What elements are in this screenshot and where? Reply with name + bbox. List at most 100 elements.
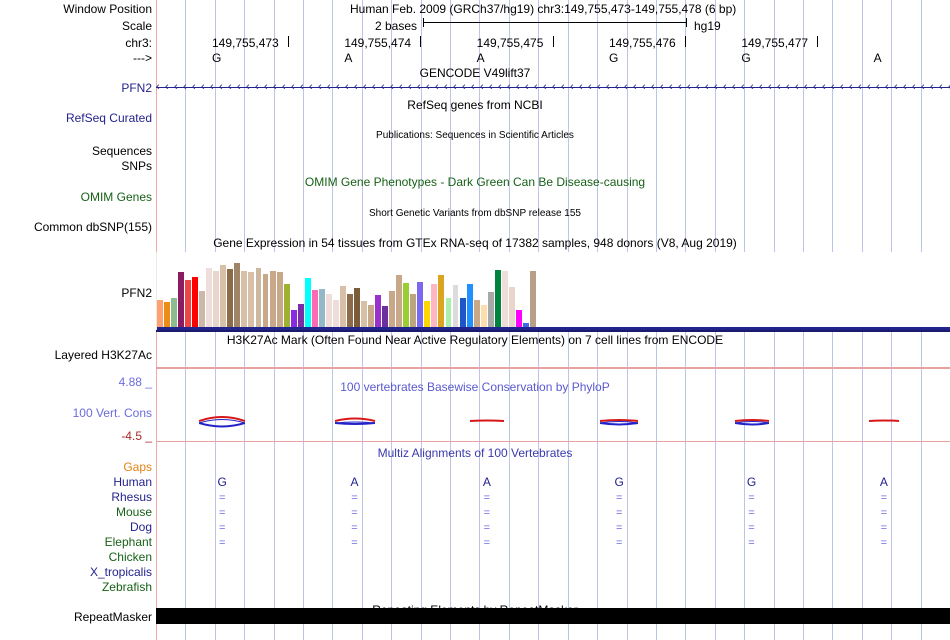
gtex-tissue-bar[interactable] [515, 310, 522, 327]
gtex-tissue-bar[interactable] [438, 275, 445, 327]
gtex-tissue-bar[interactable] [403, 282, 410, 327]
gtex-tissue-bar[interactable] [325, 294, 332, 327]
gtex-tissue-bar[interactable] [185, 280, 192, 327]
gtex-tissue-bar[interactable] [389, 290, 396, 327]
sidebar-item-rhesus[interactable]: Rhesus [111, 490, 152, 504]
gtex-expression-barchart[interactable] [156, 252, 950, 330]
track-title-multiz[interactable]: Multiz Alignments of 100 Vertebrates [377, 446, 573, 460]
track-title-phylop[interactable]: 100 vertebrates Basewise Conservation by… [340, 380, 610, 394]
gtex-tissue-bar[interactable] [368, 304, 375, 327]
sidebar-item-chicken[interactable]: Chicken [108, 550, 152, 564]
sidebar-item-snps[interactable]: SNPs [121, 159, 152, 173]
gtex-tissue-bar[interactable] [501, 271, 508, 327]
sidebar-item-common-dbsnp[interactable]: Common dbSNP(155) [33, 220, 152, 234]
layered-h3k27ac-track[interactable] [156, 330, 950, 368]
gtex-tissue-bar[interactable] [529, 271, 536, 327]
phylop-conservation-track[interactable] [156, 368, 950, 442]
repeatmasker-block[interactable] [156, 608, 950, 624]
ruler-position-label: 149,755,475 [476, 36, 544, 50]
sidebar-item-zebrafish[interactable]: Zebrafish [101, 580, 152, 594]
sidebar-item-vert-cons[interactable]: 100 Vert. Cons [72, 406, 152, 420]
gtex-tissue-bar[interactable] [354, 287, 360, 327]
gtex-tissue-bar[interactable] [452, 285, 459, 327]
gtex-tissue-bar[interactable] [206, 267, 213, 327]
gtex-tissue-bar[interactable] [361, 301, 367, 327]
conservation-score-mark[interactable] [334, 412, 375, 432]
gtex-tissue-bar[interactable] [375, 294, 382, 327]
track-title-h3k27ac[interactable]: H3K27Ac Mark (Often Found Near Active Re… [226, 333, 724, 347]
gtex-tissue-bar[interactable] [213, 271, 220, 327]
gtex-tissue-bar[interactable] [164, 301, 170, 327]
track-title-omim[interactable]: OMIM Gene Phenotypes - Dark Green Can Be… [304, 175, 646, 189]
gtex-tissue-bar[interactable] [227, 268, 234, 327]
conservation-score-mark[interactable] [600, 412, 639, 432]
gtex-tissue-bar[interactable] [311, 289, 318, 327]
gtex-tissue-bar[interactable] [431, 283, 438, 327]
gtex-tissue-bar[interactable] [290, 309, 297, 327]
strand-arrow-icon: ‹ [552, 82, 556, 93]
gtex-tissue-bar[interactable] [297, 303, 304, 327]
gtex-tissue-bar[interactable] [157, 300, 163, 327]
track-title-gencode[interactable]: GENCODE V49lift37 [419, 66, 531, 80]
gtex-tissue-bar[interactable] [304, 278, 311, 327]
gtex-tissue-bar[interactable] [283, 283, 290, 327]
gtex-tissue-bar[interactable] [192, 276, 199, 327]
conservation-score-mark[interactable] [868, 412, 899, 432]
gtex-tissue-bar[interactable] [424, 301, 431, 327]
gtex-tissue-bar[interactable] [522, 322, 529, 327]
gencode-transcript-line[interactable]: ‹ ‹ ‹ ‹ ‹ ‹ ‹ ‹ ‹ ‹ ‹ ‹ ‹ ‹ ‹ ‹ ‹ ‹ ‹ ‹ ‹ ‹ ‹ ‹ ‹ ‹ ‹ ‹ ‹ ‹ ‹ ‹ ‹ ‹ ‹ ‹ ‹ ‹ ‹ ‹… [156, 82, 950, 93]
sidebar-item-elephant[interactable]: Elephant [104, 535, 152, 549]
conservation-score-mark[interactable] [198, 412, 246, 432]
gtex-tissue-bar[interactable] [220, 265, 227, 327]
gtex-tissue-bar[interactable] [417, 281, 424, 327]
multiz-aligned-match: = [880, 507, 888, 519]
gtex-tissue-bar[interactable] [494, 270, 501, 327]
sidebar-item-refseq-curated[interactable]: RefSeq Curated [65, 111, 152, 125]
sidebar-item-omim-genes[interactable]: OMIM Genes [80, 190, 152, 204]
sidebar-item-sequences[interactable]: Sequences [91, 144, 152, 158]
conservation-score-mark[interactable] [469, 412, 504, 432]
gtex-tissue-bar[interactable] [171, 298, 177, 327]
sidebar-item-human[interactable]: Human [113, 475, 152, 489]
gtex-tissue-bar[interactable] [466, 283, 473, 327]
track-title-dbsnp[interactable]: Short Genetic Variants from dbSNP releas… [369, 208, 581, 219]
strand-arrow-icon: ‹ [876, 82, 880, 93]
gtex-tissue-bar[interactable] [255, 267, 262, 327]
sidebar-item-dog[interactable]: Dog [129, 520, 152, 534]
gtex-tissue-bar[interactable] [178, 272, 185, 327]
sidebar-item-repeatmasker[interactable]: RepeatMasker [73, 610, 152, 624]
sidebar-item-x-tropicalis[interactable]: X_tropicalis [89, 565, 152, 579]
gtex-tissue-bar[interactable] [347, 294, 353, 327]
gtex-tissue-bar[interactable] [262, 273, 269, 327]
conservation-score-mark[interactable] [734, 412, 769, 432]
sidebar-item-gtex-pfn2[interactable]: PFN2 [121, 286, 152, 300]
sidebar-item-layered-h3k27ac[interactable]: Layered H3K27Ac [54, 348, 152, 362]
gtex-tissue-bar[interactable] [480, 304, 487, 327]
strand-arrow-icon: ‹ [372, 82, 376, 93]
gtex-tissue-bar[interactable] [332, 300, 339, 327]
sidebar-item-gencode[interactable]: PFN2 [121, 81, 152, 95]
gtex-tissue-bar[interactable] [234, 262, 241, 327]
gtex-tissue-bar[interactable] [241, 271, 248, 327]
gtex-tissue-bar[interactable] [396, 274, 403, 327]
gtex-tissue-bar[interactable] [248, 272, 255, 327]
gtex-tissue-bar[interactable] [508, 287, 515, 327]
gtex-tissue-bar[interactable] [318, 288, 325, 327]
gtex-tissue-bar[interactable] [199, 290, 206, 327]
gtex-tissue-bar[interactable] [445, 297, 452, 327]
gtex-tissue-bar[interactable] [339, 286, 346, 327]
sidebar-item-mouse[interactable]: Mouse [115, 505, 152, 519]
track-title-gtex[interactable]: Gene Expression in 54 tissues from GTEx … [213, 236, 737, 250]
track-label-column[interactable]: Window Position Scale chr3: ---> PFN2 Re… [0, 0, 156, 640]
gtex-tissue-bar[interactable] [410, 294, 417, 327]
sidebar-item-gaps[interactable]: Gaps [123, 460, 152, 474]
gtex-tissue-bar[interactable] [487, 292, 494, 327]
track-title-publications[interactable]: Publications: Sequences in Scientific Ar… [376, 130, 574, 141]
gtex-tissue-bar[interactable] [459, 297, 466, 327]
gtex-tissue-bar[interactable] [382, 306, 389, 327]
track-title-refseq[interactable]: RefSeq genes from NCBI [407, 98, 543, 112]
gtex-tissue-bar[interactable] [473, 299, 480, 327]
gtex-tissue-bar[interactable] [276, 272, 283, 327]
gtex-tissue-bar[interactable] [269, 271, 276, 327]
